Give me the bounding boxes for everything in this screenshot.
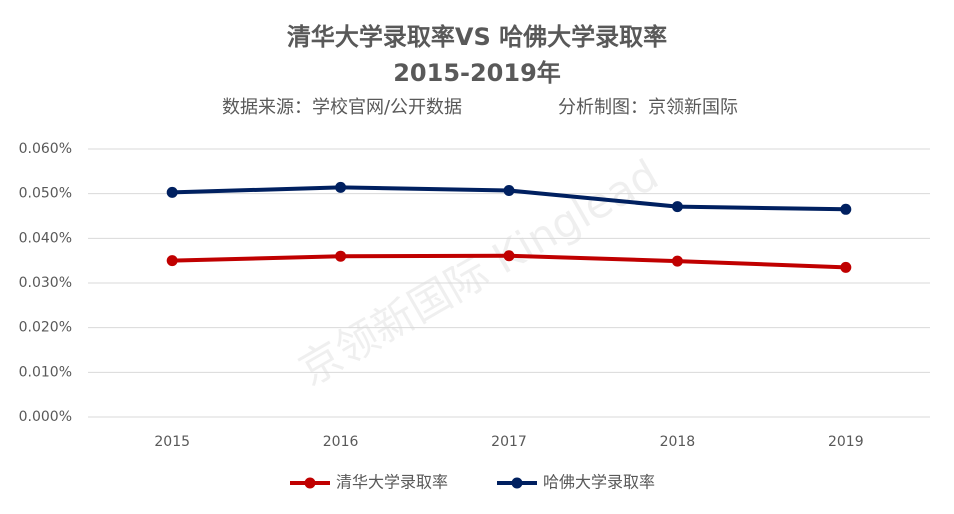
point: [335, 250, 347, 262]
credit-note: 分析制图：京领新国际: [558, 97, 738, 118]
legend-marker: [511, 477, 523, 489]
point: [671, 255, 683, 267]
chart-title: 清华大学录取率VS 哈佛大学录取率: [287, 23, 667, 51]
point: [166, 255, 178, 267]
legend-label: 清华大学录取率: [336, 473, 448, 492]
legend-marker: [304, 477, 316, 489]
point: [335, 181, 347, 193]
legend-label: 哈佛大学录取率: [543, 473, 655, 492]
x-tick-label: 2017: [491, 434, 527, 450]
point: [503, 250, 515, 262]
point: [671, 201, 683, 213]
x-tick-label: 2016: [323, 434, 359, 450]
y-tick-label: 0.030%: [19, 275, 72, 291]
point: [840, 203, 852, 215]
source-note: 数据来源：学校官网/公开数据: [222, 97, 462, 118]
y-tick-label: 0.050%: [19, 186, 72, 202]
y-tick-label: 0.010%: [19, 364, 72, 380]
point: [166, 186, 178, 198]
x-tick-label: 2019: [828, 434, 864, 450]
x-tick-label: 2018: [660, 434, 696, 450]
y-tick-label: 0.020%: [19, 320, 72, 336]
y-tick-label: 0.000%: [19, 409, 72, 425]
point: [503, 185, 515, 197]
point: [840, 261, 852, 273]
y-tick-label: 0.060%: [19, 141, 72, 157]
y-tick-label: 0.040%: [19, 230, 72, 246]
chart-subtitle: 2015-2019年: [393, 59, 561, 87]
x-tick-label: 2015: [154, 434, 190, 450]
